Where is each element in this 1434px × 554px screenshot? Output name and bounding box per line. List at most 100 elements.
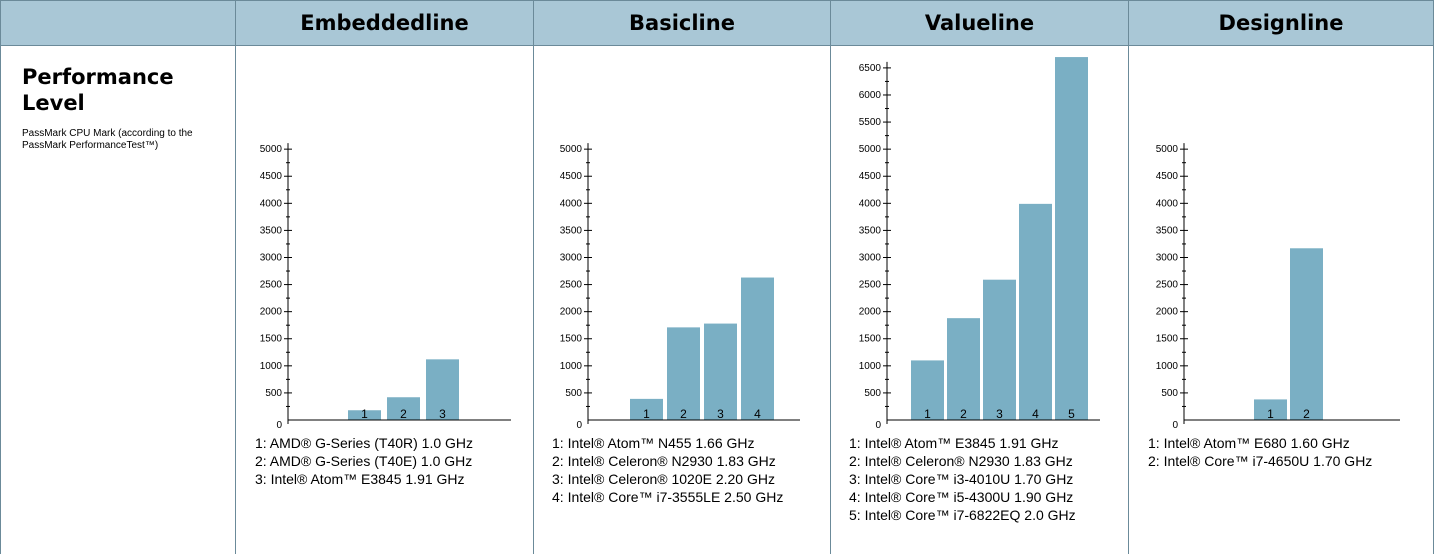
y-tick-label: 4000 (1156, 198, 1179, 209)
chart-basicline: 1 2 3 4 0 500 1000 1500 2000 2500 3000 3500 4000 4500… (560, 143, 800, 431)
row-title: Performance Level (22, 65, 174, 115)
bar-label: 4 (1032, 407, 1039, 421)
bar-3 (426, 359, 459, 420)
y-tick-label: 2500 (260, 280, 283, 291)
legend-valueline: 1: Intel® Atom™ E3845 1.91 GHz 2: Intel® … (849, 434, 1076, 524)
y-tick-label: 1500 (859, 334, 882, 345)
bar-5 (1055, 57, 1088, 420)
y-tick-label: 5500 (859, 117, 882, 128)
y-tick-label: 1000 (260, 361, 283, 372)
bar-label: 3 (717, 407, 724, 421)
y-tick-label: 1000 (1156, 361, 1179, 372)
y-tick-label: 500 (864, 388, 881, 399)
y-tick-label: 3500 (560, 225, 583, 236)
y-tick-label: 4500 (1156, 171, 1179, 182)
bar-label: 1 (924, 407, 931, 421)
y-tick-label: 6000 (859, 90, 882, 101)
header-designline: Designline (1129, 1, 1433, 45)
y-tick-label: 500 (565, 388, 582, 399)
column-divider (533, 1, 534, 554)
y-tick-label: 1500 (560, 334, 583, 345)
bar-4 (741, 277, 774, 420)
header-embeddedline: Embeddedline (236, 1, 533, 45)
bar-1 (630, 398, 663, 420)
header-basicline: Basicline (534, 1, 830, 45)
y-tick-label: 0 (875, 420, 881, 431)
column-divider (1128, 1, 1129, 554)
y-tick-label: 2000 (560, 307, 583, 318)
legend-entry: 3: Intel® Atom™ E3845 1.91 GHz (255, 471, 465, 487)
y-tick-label: 4500 (859, 171, 882, 182)
y-tick-label: 2000 (859, 307, 882, 318)
bar-label: 2 (1303, 407, 1310, 421)
header-corner (1, 1, 235, 45)
y-tick-label: 2000 (260, 307, 283, 318)
legend-entry: 2: Intel® Celeron® N2930 1.83 GHz (849, 453, 1073, 469)
legend-entry: 1: Intel® Atom™ E3845 1.91 GHz (849, 435, 1059, 451)
header-valueline: Valueline (831, 1, 1128, 45)
row-subtitle: PassMark CPU Mark (according to the Pass… (22, 128, 193, 151)
table-top-border (0, 0, 1434, 1)
legend-entry: 3: Intel® Celeron® 1020E 2.20 GHz (552, 471, 775, 487)
bar-label: 2 (400, 407, 407, 421)
bar-2 (1290, 248, 1323, 420)
legend-entry: 1: Intel® Atom™ E680 1.60 GHz (1148, 435, 1350, 451)
legend-basicline: 1: Intel® Atom™ N455 1.66 GHz 2: Intel® C… (552, 434, 783, 506)
y-tick-label: 3500 (859, 225, 882, 236)
legend-entry: 4: Intel® Core™ i7-3555LE 2.50 GHz (552, 489, 784, 505)
y-tick-label: 4000 (859, 198, 882, 209)
y-tick-label: 1000 (859, 361, 882, 372)
bar-label: 2 (680, 407, 687, 421)
bar-label: 5 (1068, 407, 1075, 421)
y-tick-label: 3500 (1156, 225, 1179, 236)
chart-designline: 1 2 0 500 1000 1500 2000 2500 3000 3500 4000 4500 50… (1156, 143, 1400, 431)
chart-valueline: 1 2 3 4 5 0 500 1000 1500 2000 2500 3000 3500 4000 450… (859, 57, 1100, 431)
y-tick-label: 5000 (859, 144, 882, 155)
legend-entry: 2: Intel® Core™ i7-4650U 1.70 GHz (1148, 453, 1373, 469)
column-divider (0, 1, 1, 554)
column-divider (235, 1, 236, 554)
y-tick-label: 4500 (560, 171, 583, 182)
bar-label: 1 (1267, 407, 1274, 421)
bar-1 (911, 360, 944, 420)
y-tick-label: 3000 (260, 252, 283, 263)
y-tick-label: 0 (1172, 420, 1178, 431)
legend-entry: 1: AMD® G-Series (T40R) 1.0 GHz (255, 435, 474, 451)
bar-3 (983, 279, 1016, 420)
y-tick-label: 0 (276, 420, 282, 431)
y-tick-label: 1500 (1156, 334, 1179, 345)
bar-3 (704, 323, 737, 420)
y-tick-label: 1000 (560, 361, 583, 372)
y-tick-label: 6500 (859, 63, 882, 74)
legend-designline: 1: Intel® Atom™ E680 1.60 GHz 2: Intel® C… (1148, 434, 1372, 470)
y-tick-label: 2500 (1156, 280, 1179, 291)
bar-1 (348, 410, 381, 420)
bar-label: 1 (643, 407, 650, 421)
y-tick-label: 4000 (560, 198, 583, 209)
bar-2 (667, 327, 700, 420)
y-tick-label: 2500 (859, 280, 882, 291)
legend-entry: 3: Intel® Core™ i3-4010U 1.70 GHz (849, 471, 1074, 487)
legend-entry: 5: Intel® Core™ i7-6822EQ 2.0 GHz (849, 507, 1076, 523)
y-tick-label: 1500 (260, 334, 283, 345)
chart-embeddedline: 1 2 3 0 500 1000 1500 2000 2500 3000 3500 4000 4500 5… (260, 143, 511, 431)
bar-label: 4 (754, 407, 761, 421)
y-tick-label: 3500 (260, 225, 283, 236)
bar-2 (387, 397, 420, 420)
legend-entry: 1: Intel® Atom™ N455 1.66 GHz (552, 435, 755, 451)
bar-2 (947, 318, 980, 420)
bar-1 (1254, 399, 1287, 420)
column-divider (830, 1, 831, 554)
bar-label: 3 (439, 407, 446, 421)
y-tick-label: 500 (265, 388, 282, 399)
y-tick-label: 500 (1161, 388, 1178, 399)
bar-label: 1 (361, 407, 368, 421)
y-tick-label: 2000 (1156, 307, 1179, 318)
bar-label: 2 (960, 407, 967, 421)
bar-4 (1019, 203, 1052, 420)
legend-entry: 2: Intel® Celeron® N2930 1.83 GHz (552, 453, 776, 469)
y-tick-label: 5000 (1156, 144, 1179, 155)
y-tick-label: 4500 (260, 171, 283, 182)
